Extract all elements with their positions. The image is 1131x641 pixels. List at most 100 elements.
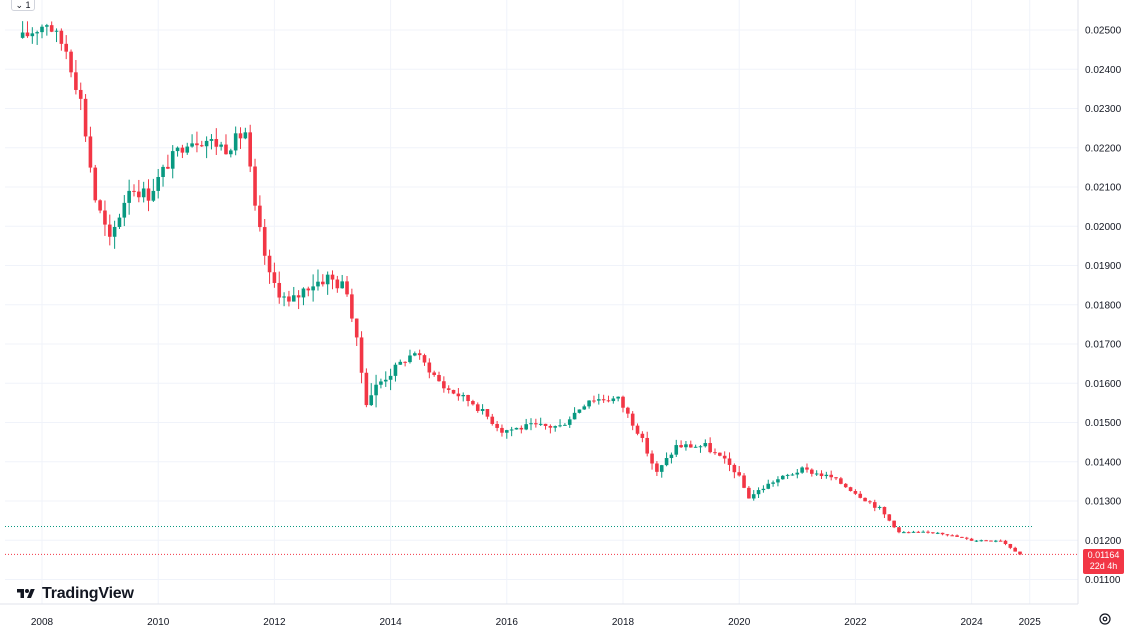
candle-body (495, 423, 499, 428)
candle-body (156, 176, 160, 191)
candle-body (422, 355, 427, 363)
x-tick-label: 2016 (496, 617, 519, 628)
candle-body (64, 43, 69, 52)
candle-body (892, 520, 896, 528)
candle-body (243, 132, 248, 139)
candle-body (88, 136, 93, 168)
candle-body (437, 374, 441, 382)
y-tick-label: 0.02000 (1085, 222, 1122, 233)
interval-selector[interactable]: ⌄ 1 (11, 0, 35, 11)
x-tick-label: 2022 (844, 617, 867, 628)
candle-body (132, 190, 136, 192)
candle-body (931, 532, 935, 534)
candle-body (122, 202, 127, 218)
candle-body (127, 190, 131, 203)
candle-body (30, 33, 35, 37)
candle-body (107, 224, 112, 237)
candle-body (262, 227, 267, 256)
candle-body (640, 433, 645, 438)
candle-body (548, 425, 553, 428)
candle-body (325, 274, 330, 285)
candle-body (1003, 540, 1008, 545)
candle-body (248, 132, 252, 167)
candle-body (509, 429, 514, 431)
reference-lines (5, 526, 1078, 555)
y-tick-label: 0.02100 (1085, 183, 1122, 194)
candle-body (776, 479, 780, 483)
candle-body (461, 394, 466, 397)
y-tick-label: 0.02300 (1085, 104, 1122, 115)
candle-body (587, 400, 591, 407)
y-tick-label: 0.02500 (1085, 26, 1122, 37)
candle-body (199, 145, 204, 147)
tradingview-logo[interactable]: TradingView (14, 585, 134, 603)
candle-body (40, 26, 44, 33)
candle-body (224, 144, 228, 155)
gear-icon[interactable] (1098, 612, 1112, 626)
candle-body (374, 384, 378, 396)
candle-body (59, 30, 64, 44)
candle-body (151, 190, 156, 201)
candle-body (54, 30, 59, 32)
candle-body (756, 490, 761, 495)
candle-body (751, 494, 756, 499)
candle-body (466, 394, 470, 402)
candle-body (379, 381, 383, 385)
candle-body (137, 191, 141, 198)
candle-body (645, 437, 650, 454)
y-tick-label: 0.01100 (1085, 575, 1121, 586)
candle-body (272, 272, 277, 283)
candle-body (926, 531, 930, 533)
time-axis[interactable]: 2008 2010 2012 2014 2016 2018 2020 2022 2024 2025 (31, 617, 1041, 628)
candle-body (829, 474, 833, 478)
candle-body (819, 473, 824, 477)
candle-body (848, 487, 853, 492)
candle-body (994, 540, 998, 542)
candle-body (780, 475, 785, 480)
candle-body (229, 150, 233, 155)
candle-body (921, 531, 925, 533)
candle-body (146, 188, 151, 201)
x-tick-label: 2008 (31, 617, 54, 628)
candle-body (20, 32, 25, 38)
candle-body (655, 463, 659, 472)
x-tick-label: 2020 (728, 617, 751, 628)
candle-body (277, 282, 282, 298)
candle-body (742, 475, 746, 488)
x-tick-label: 2025 (1019, 617, 1042, 628)
candle-body (747, 487, 751, 499)
candle-body (321, 281, 325, 285)
candle-body (456, 393, 461, 397)
candle-body (83, 98, 88, 137)
y-tick-label: 0.01600 (1085, 379, 1122, 390)
price-axis[interactable]: 0.02500 0.02400 0.02300 0.02200 0.02100 0.020… (1085, 26, 1122, 587)
candle-body (388, 375, 393, 380)
x-tick-label: 2012 (263, 617, 286, 628)
candle-body (359, 337, 364, 373)
candle-body (960, 536, 964, 538)
candle-body (417, 353, 422, 356)
x-tick-label: 2014 (379, 617, 402, 628)
candle-body (534, 423, 538, 425)
candle-body (902, 532, 906, 534)
y-tick-label: 0.01300 (1085, 497, 1122, 508)
candle-body (771, 482, 775, 484)
candle-body (722, 455, 727, 459)
candle-body (316, 281, 320, 287)
candle-body (427, 362, 432, 373)
candle-body (49, 25, 54, 32)
candle-body (863, 497, 867, 502)
candle-body (592, 400, 596, 402)
candle-body (911, 531, 916, 533)
candle-body (45, 25, 49, 27)
candle-body (974, 540, 979, 542)
candle-body (839, 478, 843, 484)
candle-body (432, 372, 436, 375)
candle-body (35, 32, 39, 34)
candle-body (674, 445, 679, 455)
y-tick-label: 0.02200 (1085, 143, 1122, 154)
y-tick-label: 0.01700 (1085, 340, 1122, 351)
candle-body (291, 295, 296, 302)
y-tick-label: 0.01200 (1085, 536, 1122, 547)
